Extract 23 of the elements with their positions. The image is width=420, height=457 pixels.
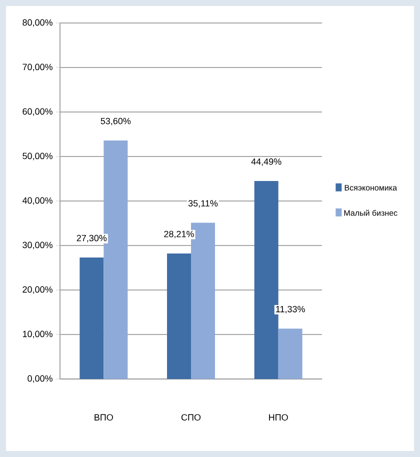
bar: [80, 258, 104, 379]
data-label: 11,33%: [276, 306, 305, 314]
y-tick-label: 30,00%: [22, 242, 52, 250]
data-label: 53,60%: [100, 118, 131, 126]
y-tick-label: 0,00%: [28, 375, 52, 383]
y-tick-label: 80,00%: [22, 19, 52, 27]
legend-label: Всяэкономика: [344, 184, 397, 191]
y-tick-label: 40,00%: [22, 197, 52, 205]
bar: [167, 253, 191, 379]
data-label: 28,21%: [164, 230, 194, 238]
bar: [278, 328, 302, 379]
data-label: 35,11%: [188, 200, 218, 208]
y-tick-label: 20,00%: [22, 286, 52, 294]
x-tick-label: ВПО: [94, 414, 113, 421]
y-tick-label: 10,00%: [22, 330, 52, 338]
y-tick-label: 70,00%: [22, 64, 52, 72]
legend-label: Малый бизнес: [344, 210, 398, 216]
data-label: 27,30%: [76, 234, 107, 242]
x-tick-label: НПО: [269, 414, 288, 421]
y-tick-label: 60,00%: [22, 108, 52, 116]
data-label: 44,49%: [251, 158, 282, 166]
x-tick-label: СПО: [181, 414, 201, 421]
y-tick-label: 50,00%: [22, 152, 52, 160]
